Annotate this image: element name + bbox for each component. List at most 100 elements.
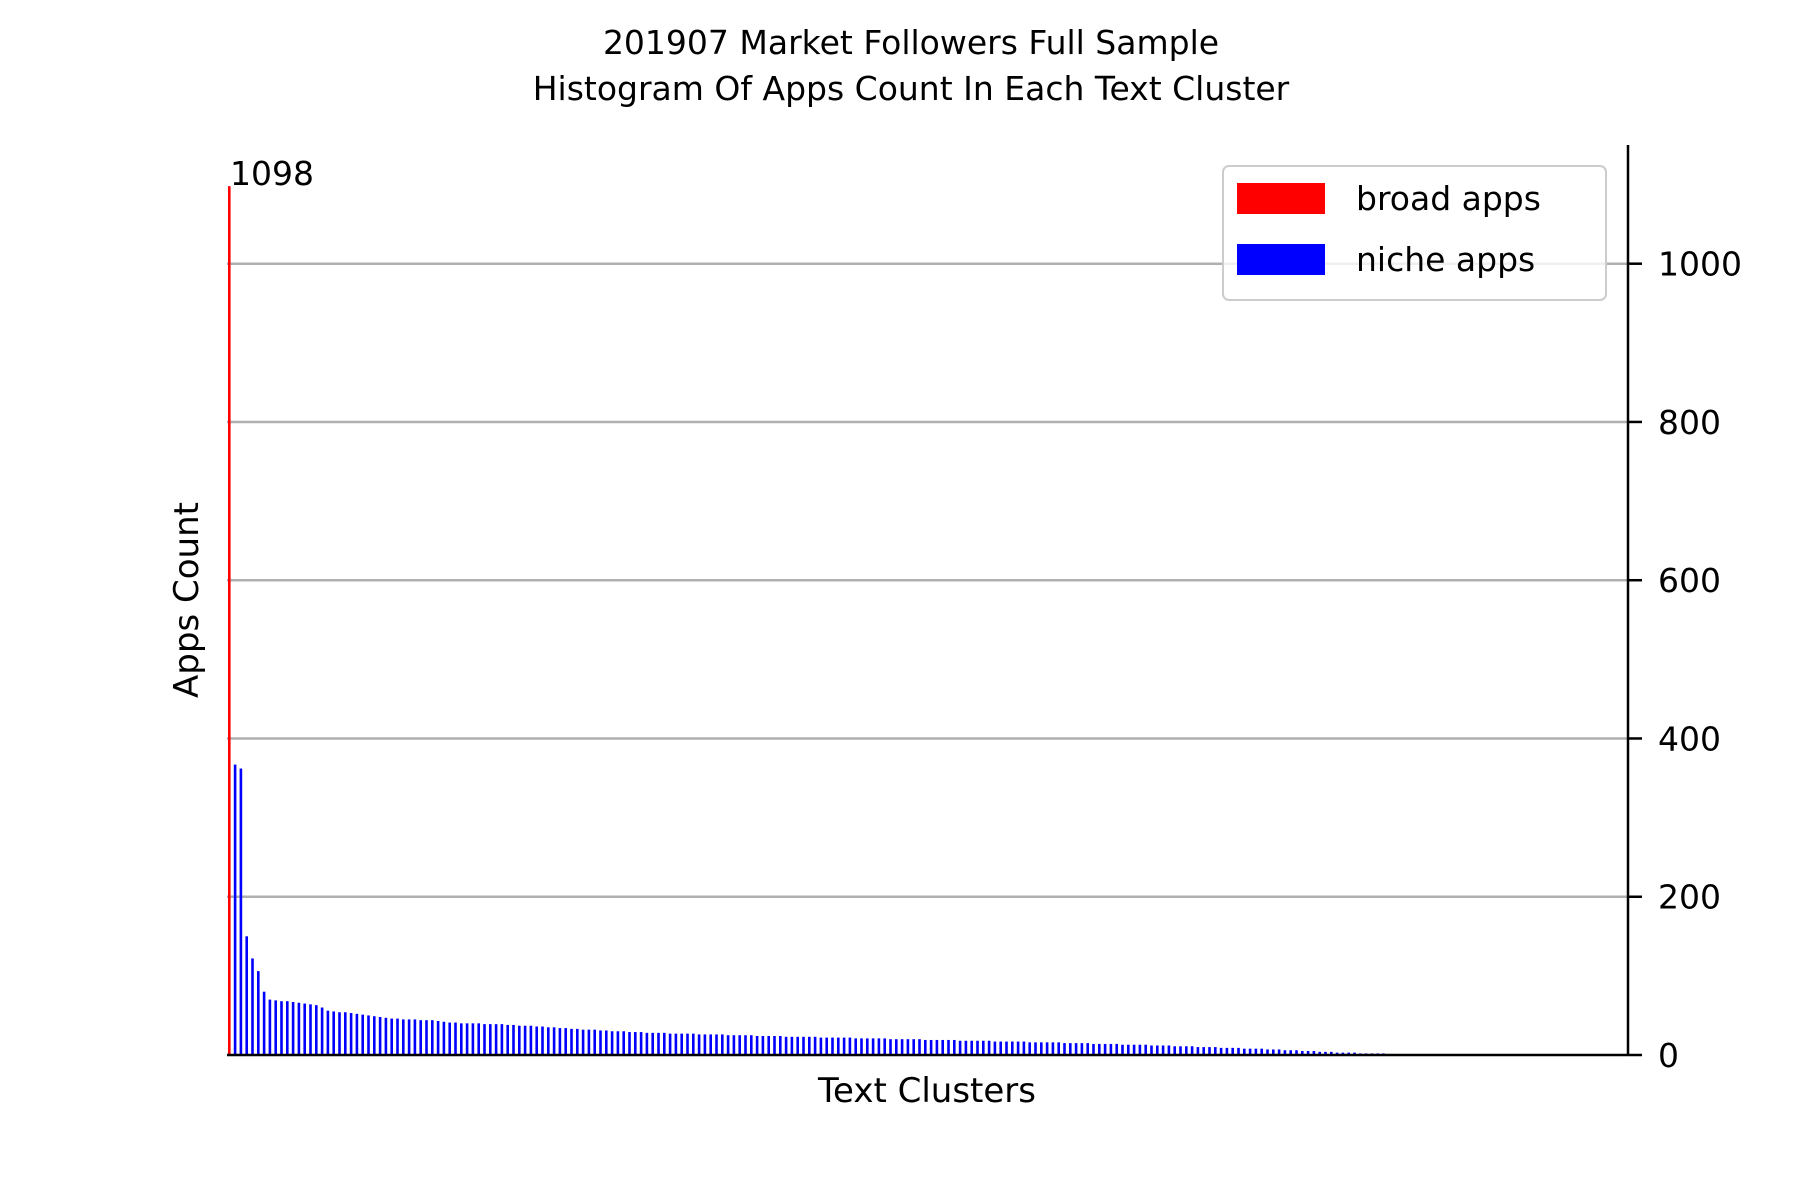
niche-apps-bar [871, 1038, 875, 1055]
niche-apps-bar [953, 1039, 956, 1055]
niche-apps-bar [436, 1020, 440, 1055]
legend-swatch-broad-apps [1237, 183, 1325, 214]
niche-apps-bar [744, 1035, 747, 1055]
niche-apps-bar [1045, 1042, 1049, 1055]
chart-subtitle: Histogram Of Apps Count In Each Text Clu… [533, 69, 1290, 108]
niche-apps-bar [1121, 1044, 1124, 1055]
niche-apps-bar [634, 1032, 637, 1055]
niche-apps-bar [268, 999, 272, 1055]
niche-apps-bar [935, 1039, 939, 1055]
niche-apps-bar [454, 1022, 457, 1055]
niche-apps-bar [1022, 1041, 1026, 1055]
niche-apps-bar [413, 1019, 417, 1055]
niche-apps-bar [541, 1026, 544, 1055]
niche-apps-bar [286, 1001, 289, 1055]
niche-apps-bar [1185, 1046, 1188, 1055]
niche-apps-bar [1132, 1044, 1136, 1055]
niche-apps-bar [1202, 1047, 1205, 1055]
niche-apps-bar [825, 1037, 828, 1055]
niche-apps-bar [790, 1036, 794, 1055]
niche-apps-bar [338, 1012, 341, 1055]
niche-apps-bar [431, 1020, 434, 1055]
niche-apps-bar [489, 1024, 492, 1055]
niche-apps-bar [622, 1031, 625, 1055]
niche-apps-bar [692, 1033, 695, 1055]
niche-apps-bar [1266, 1049, 1269, 1055]
niche-apps-bar [906, 1039, 910, 1055]
niche-apps-bar [1144, 1044, 1147, 1055]
niche-apps-bar [1092, 1043, 1095, 1055]
niche-apps-bar [616, 1031, 620, 1055]
niche-apps-bar [808, 1036, 811, 1055]
niche-apps-bar [361, 1014, 364, 1055]
niche-apps-bar [1219, 1047, 1223, 1055]
niche-apps-bar [280, 1001, 283, 1055]
niche-apps-bar [332, 1011, 335, 1055]
niche-apps-bar [309, 1004, 312, 1055]
niche-apps-bar [1069, 1043, 1072, 1055]
chart-title: 201907 Market Followers Full Sample [603, 23, 1219, 62]
niche-apps-bar [1028, 1042, 1031, 1055]
niche-apps-bar [471, 1023, 475, 1055]
niche-apps-bar [947, 1039, 950, 1055]
niche-apps-bar [1086, 1043, 1089, 1055]
niche-apps-bar [257, 971, 260, 1055]
niche-apps-bar [1127, 1044, 1130, 1055]
y-tick-label: 800 [1658, 403, 1721, 442]
y-tick-label: 400 [1658, 719, 1721, 758]
niche-apps-bar [837, 1037, 840, 1055]
broad-apps-bar [228, 186, 231, 1055]
niche-apps-bar [1167, 1045, 1171, 1055]
niche-apps-bar [895, 1039, 898, 1055]
niche-apps-bar [349, 1013, 353, 1055]
niche-apps-bar [750, 1035, 753, 1055]
niche-apps-bar [483, 1024, 486, 1055]
niche-apps-bar [1173, 1046, 1176, 1055]
niche-apps-bar [1063, 1043, 1066, 1055]
niche-apps-bar [419, 1020, 422, 1055]
niche-apps-bar [674, 1033, 678, 1055]
niche-apps-bar [686, 1033, 689, 1055]
niche-apps-bar [320, 1007, 324, 1055]
niche-apps-bar [761, 1036, 765, 1055]
niche-apps-bar [813, 1036, 817, 1055]
niche-apps-bar [355, 1013, 359, 1055]
niche-apps-bar [900, 1039, 904, 1055]
niche-apps-bar [1011, 1041, 1014, 1055]
niche-apps-bar [390, 1018, 393, 1055]
niche-apps-bar [1103, 1043, 1107, 1055]
y-axis-ticks: 0 200 400 600 800 1000 [1628, 245, 1742, 1075]
niche-apps-bar [1080, 1043, 1084, 1055]
niche-apps-bar [367, 1015, 370, 1055]
niche-apps-bar [448, 1022, 451, 1055]
niche-apps-bar [860, 1038, 863, 1055]
niche-apps-bar [987, 1040, 991, 1055]
niche-apps-bar [547, 1027, 550, 1055]
niche-apps-bar [425, 1020, 428, 1055]
niche-apps-bar [767, 1036, 770, 1055]
niche-apps-bar [262, 991, 266, 1055]
niche-apps-bar [1074, 1043, 1078, 1055]
niche-apps-bar [976, 1040, 979, 1055]
niche-apps-bar [274, 1000, 277, 1055]
niche-apps-bar [523, 1025, 527, 1055]
niche-apps-bar [715, 1034, 718, 1055]
niche-apps-bar [1098, 1043, 1101, 1055]
niche-apps-bar [1248, 1048, 1252, 1055]
niche-apps-bar [599, 1030, 602, 1055]
niche-apps-bar [477, 1023, 480, 1055]
niche-apps-bar [610, 1031, 614, 1055]
niche-apps-bar [1214, 1047, 1217, 1055]
niche-apps-bar [697, 1034, 701, 1055]
niche-apps-bar [651, 1032, 654, 1055]
niche-apps-bar [605, 1030, 608, 1055]
y-tick-label: 600 [1658, 561, 1721, 600]
bars [228, 186, 1437, 1055]
niche-apps-bar [924, 1039, 927, 1055]
niche-apps-bar [529, 1025, 533, 1055]
niche-apps-bar [663, 1032, 666, 1055]
niche-apps-bar [245, 936, 248, 1055]
niche-apps-bar [773, 1036, 776, 1055]
niche-apps-bar [854, 1038, 857, 1055]
niche-apps-bar [1254, 1048, 1258, 1055]
